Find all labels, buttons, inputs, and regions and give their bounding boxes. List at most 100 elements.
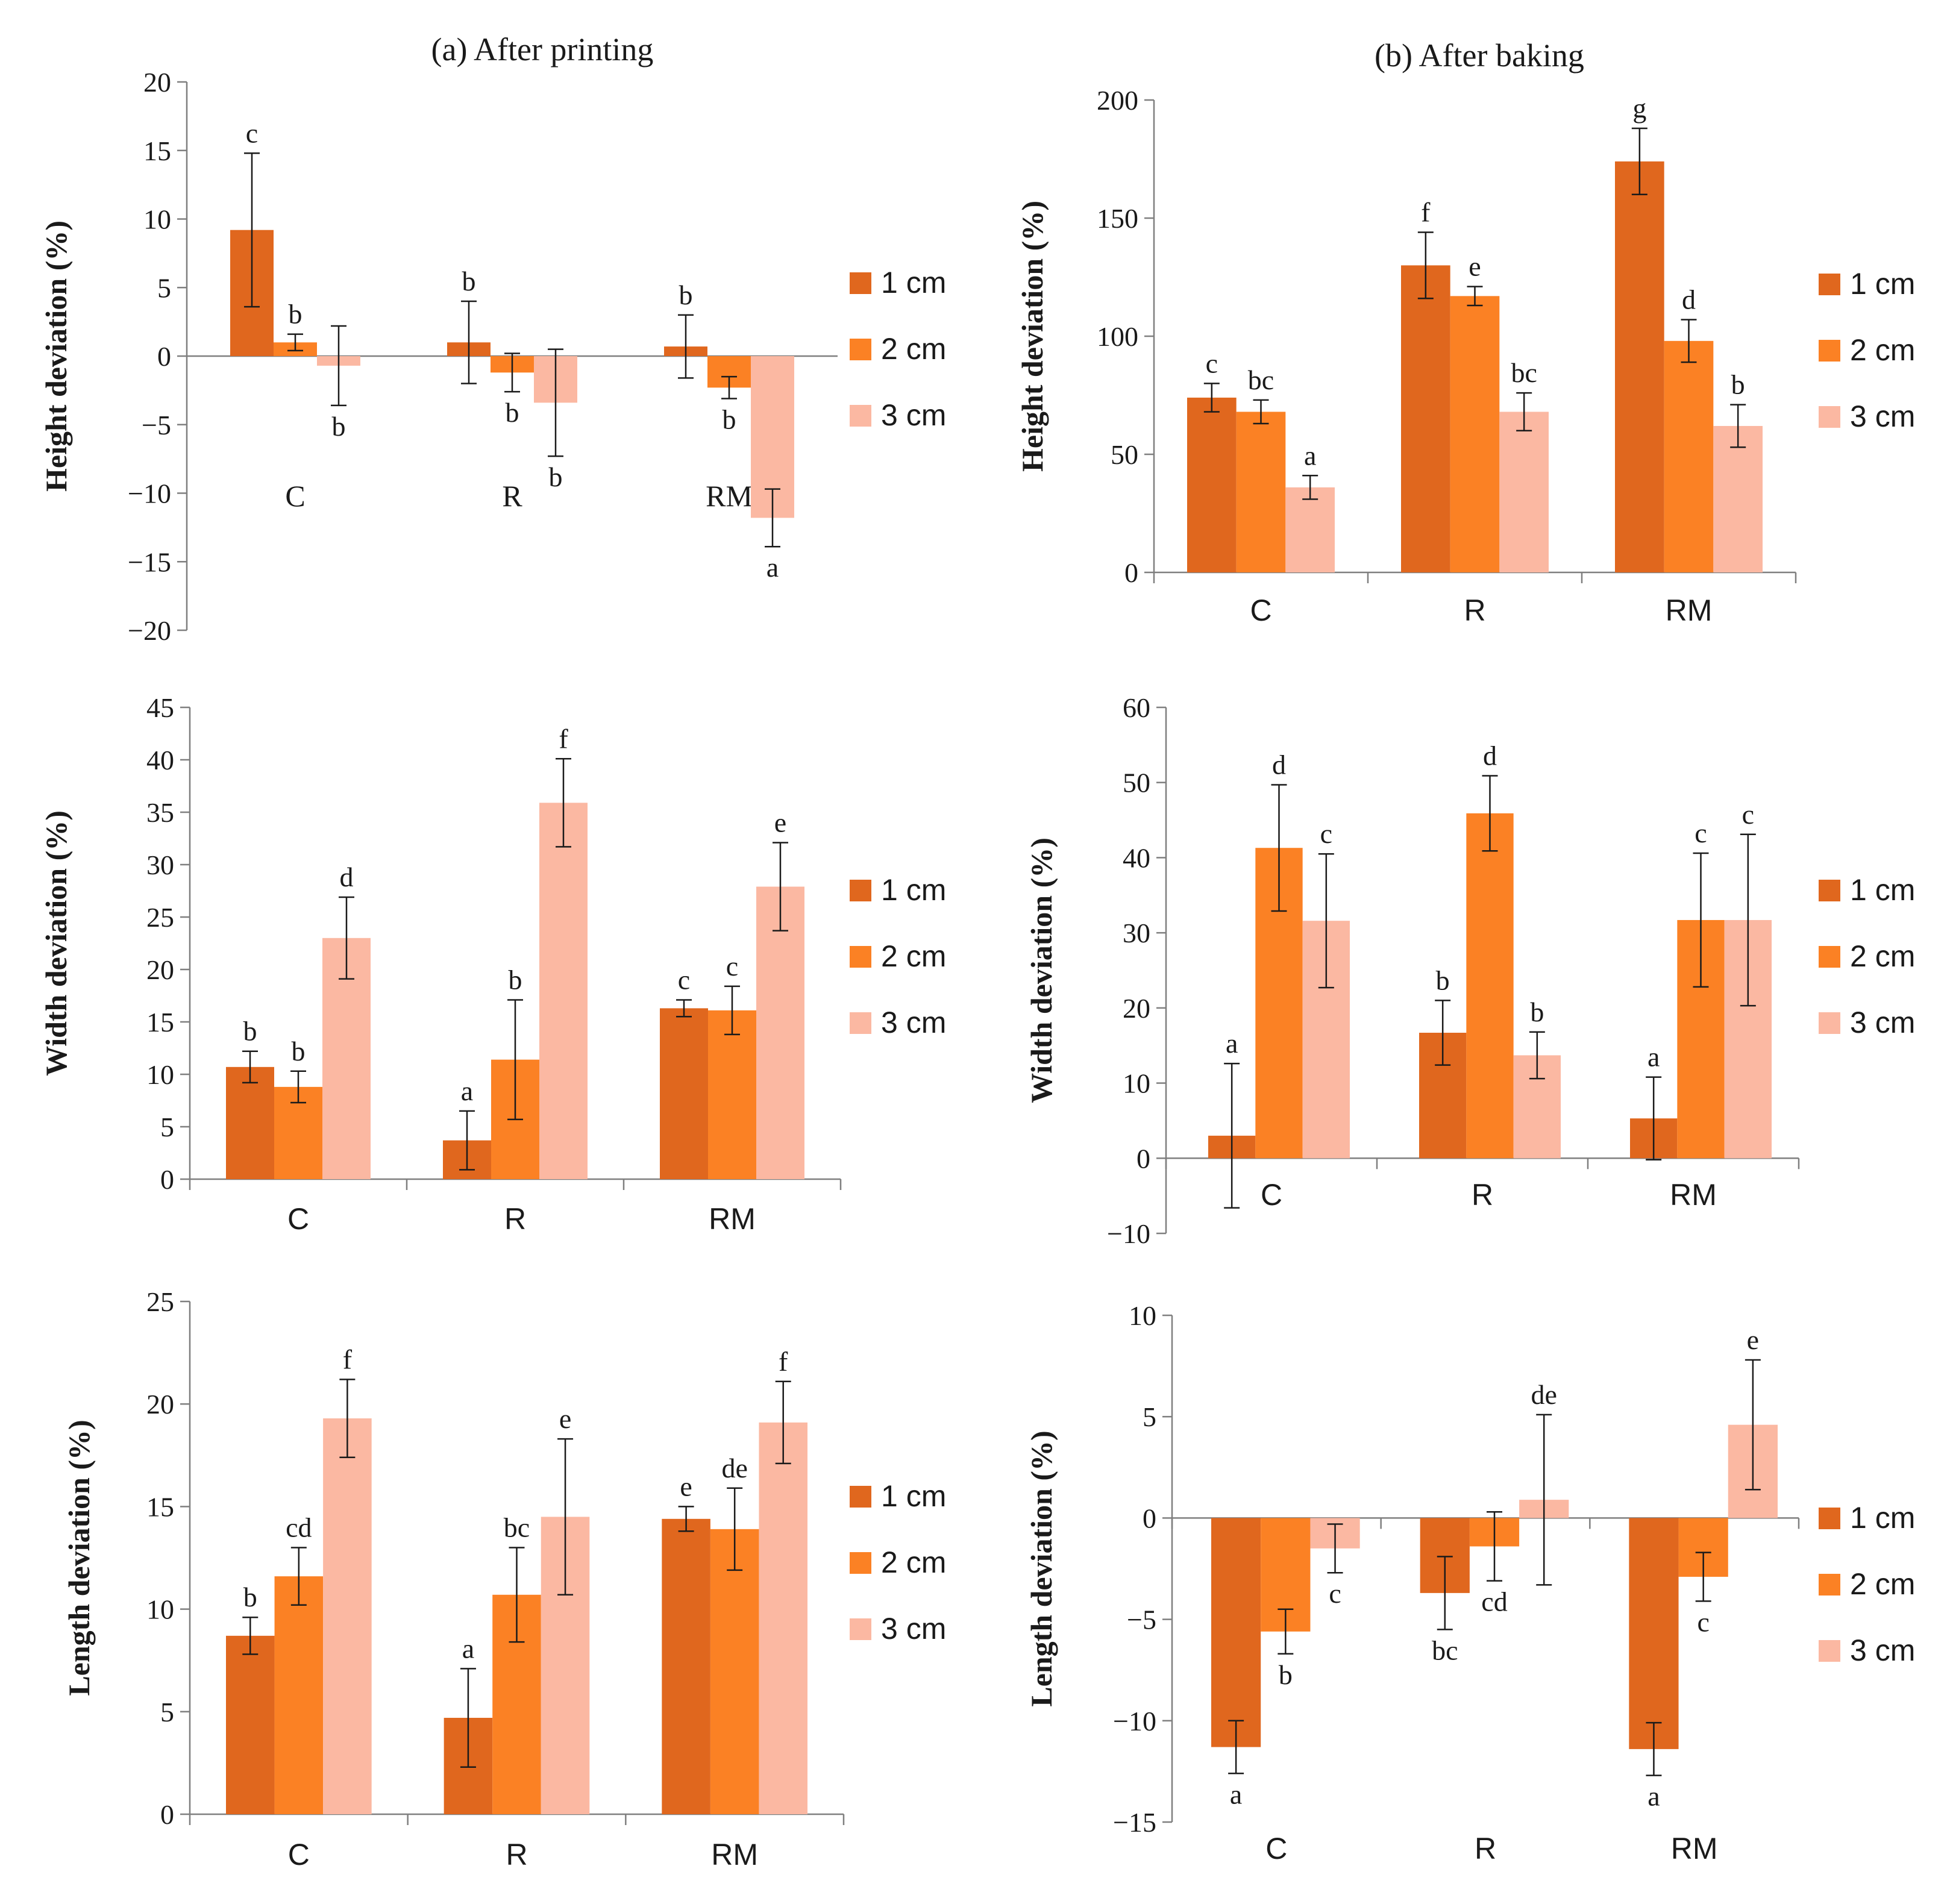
legend-swatch: [850, 1618, 871, 1640]
significance-letter: bc: [504, 1512, 530, 1542]
significance-letter: g: [1632, 93, 1646, 124]
legend-swatch: [850, 946, 871, 968]
legend-label: 1 cm: [1850, 267, 1915, 301]
bar: [539, 803, 588, 1179]
legend-swatch: [850, 405, 871, 427]
legend-swatch: [1819, 1012, 1840, 1034]
legend-label: 3 cm: [1850, 1006, 1915, 1039]
significance-letter: f: [1421, 197, 1431, 228]
significance-letter: f: [343, 1344, 353, 1374]
y-tick-label: 20: [146, 954, 174, 985]
significance-letter: b: [506, 397, 519, 428]
bar: [323, 1418, 372, 1814]
significance-letter: a: [1226, 1028, 1238, 1059]
significance-letter: de: [1531, 1379, 1557, 1410]
significance-letter: a: [1647, 1042, 1660, 1073]
category-label: R: [504, 1202, 526, 1236]
legend-label: 3 cm: [1850, 1633, 1915, 1667]
category-label: C: [288, 1838, 310, 1871]
significance-letter: bc: [1432, 1635, 1458, 1665]
legend-swatch: [1819, 274, 1840, 295]
bar: [662, 1518, 710, 1814]
legend-swatch: [1819, 1574, 1840, 1596]
y-axis-label: Length deviation (%): [1024, 1430, 1058, 1706]
significance-letter: b: [332, 411, 346, 442]
category-label: R: [502, 479, 522, 513]
significance-letter: b: [462, 266, 476, 296]
significance-letter: a: [1647, 1781, 1660, 1812]
legend-swatch: [1819, 946, 1840, 968]
significance-letter: b: [1279, 1659, 1293, 1690]
y-tick-label: 30: [146, 850, 174, 880]
significance-letter: e: [559, 1403, 571, 1434]
category-label: R: [1475, 1832, 1496, 1865]
chart-panel-a-width: 0 5 10 15 20 25 30 35 40 45 Width deviation (%) Cb b…: [39, 692, 946, 1236]
bar: [660, 1008, 708, 1179]
significance-letter: b: [1436, 965, 1450, 995]
significance-letter: a: [1230, 1779, 1242, 1809]
significance-letter: a: [461, 1076, 473, 1106]
significance-letter: b: [723, 404, 736, 435]
y-tick-label: 25: [146, 902, 174, 933]
bar: [1499, 412, 1549, 572]
significance-letter: b: [243, 1016, 257, 1047]
y-tick-label: 5: [1143, 1401, 1156, 1432]
significance-letter: e: [1469, 251, 1481, 282]
y-tick-label: 45: [146, 692, 174, 723]
significance-letter: f: [559, 723, 568, 754]
y-tick-label: 5: [160, 1112, 174, 1142]
bar: [226, 1635, 275, 1814]
chart-panel-a-length: 0 5 10 15 20 25 Length deviation (%) Cb cd f Ra bc e…: [62, 1286, 946, 1871]
y-tick-label: 10: [146, 1059, 174, 1090]
significance-letter: b: [509, 964, 522, 995]
bar: [759, 1422, 807, 1814]
legend-label: 3 cm: [1850, 399, 1915, 433]
bar: [710, 1529, 759, 1814]
legend-label: 2 cm: [1850, 1567, 1915, 1601]
bar: [1187, 397, 1237, 572]
chart-panel-b-width: −10 0 10 20 30 40 50 60 Width deviation (%) Ca d c R…: [1024, 692, 1915, 1249]
legend-label: 2 cm: [1850, 939, 1915, 973]
significance-letter: b: [549, 462, 563, 492]
legend-label: 2 cm: [1850, 333, 1915, 367]
legend-label: 1 cm: [881, 1479, 946, 1513]
col-title-after-baking: (b) After baking: [1375, 37, 1584, 74]
significance-letter: bc: [1248, 365, 1274, 395]
y-tick-label: 0: [160, 1799, 174, 1830]
legend-label: 3 cm: [881, 398, 946, 432]
category-label: R: [1464, 593, 1485, 627]
category-label: RM: [711, 1838, 758, 1871]
legend-swatch: [1819, 1640, 1840, 1662]
y-tick-label: −10: [1107, 1218, 1150, 1249]
legend-swatch: [850, 1012, 871, 1034]
bar: [1285, 487, 1335, 572]
y-tick-label: 50: [1111, 439, 1138, 470]
y-tick-label: 25: [146, 1286, 174, 1317]
significance-letter: f: [779, 1346, 788, 1377]
bar: [1615, 161, 1664, 572]
legend-swatch: [1819, 880, 1840, 901]
legend-swatch: [1819, 340, 1840, 362]
y-tick-label: 0: [1136, 1143, 1150, 1174]
y-tick-label: 10: [143, 204, 171, 235]
legend-label: 2 cm: [881, 1545, 946, 1579]
legend-label: 1 cm: [881, 266, 946, 299]
legend-label: 3 cm: [881, 1612, 946, 1646]
significance-letter: a: [767, 552, 779, 583]
significance-letter: c: [1320, 818, 1332, 849]
legend-swatch: [850, 1552, 871, 1574]
y-tick-label: 20: [143, 67, 171, 98]
y-tick-label: 10: [146, 1594, 174, 1625]
significance-letter: d: [340, 862, 354, 892]
y-tick-label: −20: [128, 615, 171, 646]
bar: [274, 1576, 324, 1814]
y-tick-label: 15: [146, 1007, 174, 1038]
y-tick-label: 200: [1097, 85, 1138, 116]
bar: [1629, 1518, 1679, 1749]
significance-letter: b: [1530, 997, 1544, 1027]
legend-swatch: [1819, 1508, 1840, 1529]
y-tick-label: −5: [1127, 1605, 1156, 1635]
